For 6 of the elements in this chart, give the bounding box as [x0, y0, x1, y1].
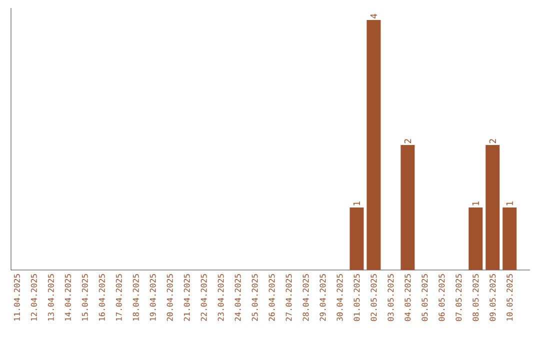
data-label: 2: [404, 139, 412, 144]
data-label: 1: [353, 202, 360, 206]
data-label: 1: [472, 202, 479, 206]
data-label: 1: [506, 202, 513, 206]
data-label: 4: [370, 14, 377, 18]
data-label: 2: [489, 139, 496, 144]
